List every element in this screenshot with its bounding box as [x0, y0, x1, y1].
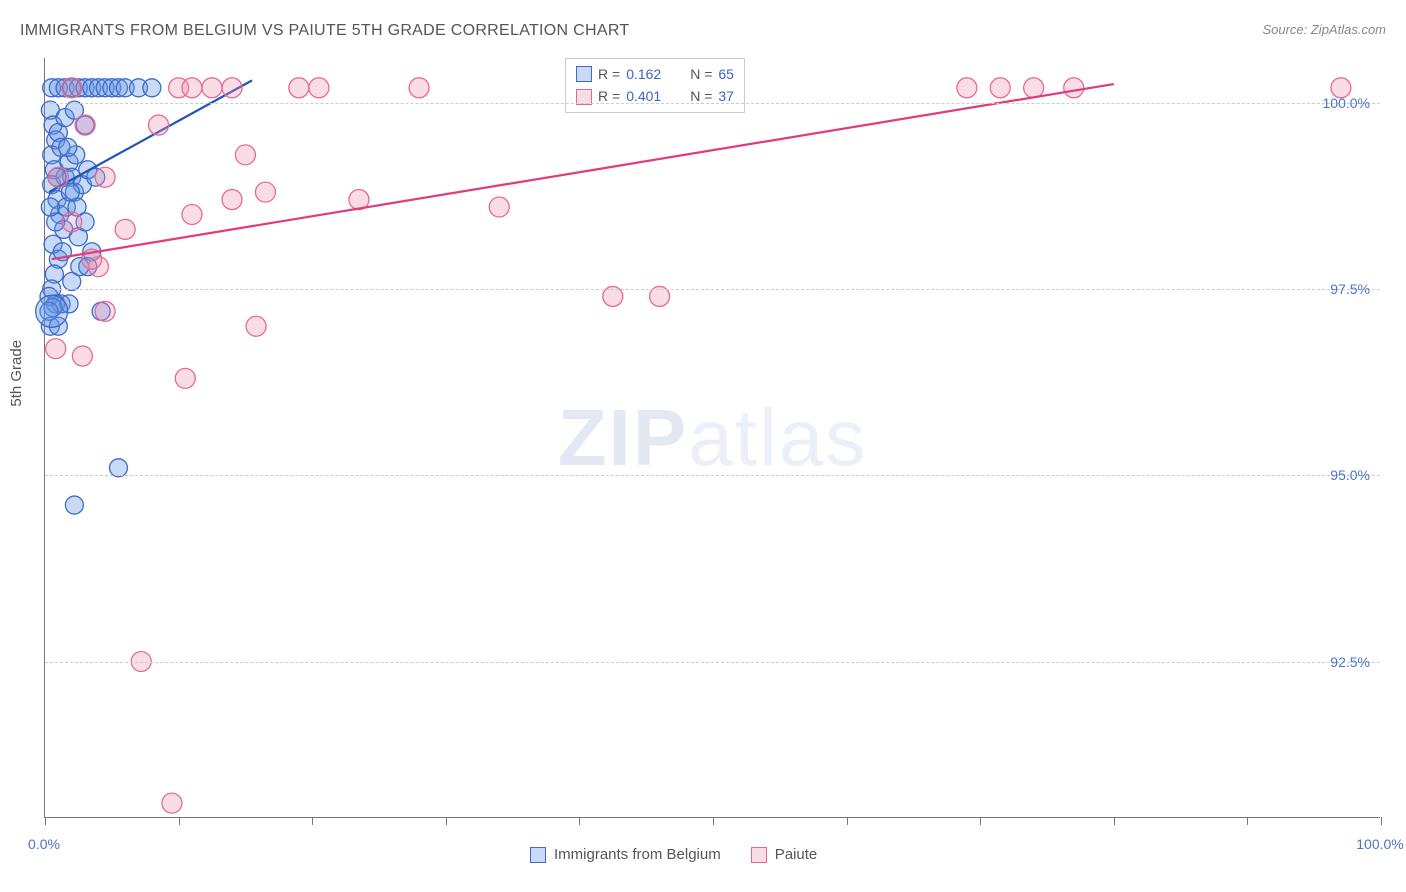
scatter-point	[289, 78, 309, 98]
legend-row: R = 0.162 N = 65	[576, 63, 734, 85]
x-tick	[980, 817, 981, 825]
scatter-point	[409, 78, 429, 98]
x-tick	[579, 817, 580, 825]
legend-r-prefix: R =	[598, 63, 620, 85]
scatter-point	[75, 115, 95, 135]
x-tick	[713, 817, 714, 825]
x-tick	[446, 817, 447, 825]
legend-n-value: 37	[718, 85, 734, 107]
legend-n-prefix: N =	[690, 63, 712, 85]
legend-item: Immigrants from Belgium	[530, 846, 721, 863]
legend-swatch	[576, 66, 592, 82]
scatter-point	[72, 346, 92, 366]
x-tick	[312, 817, 313, 825]
correlation-chart: IMMIGRANTS FROM BELGIUM VS PAIUTE 5TH GR…	[0, 0, 1406, 892]
scatter-point	[175, 368, 195, 388]
scatter-point	[1064, 78, 1084, 98]
y-tick-label: 95.0%	[1330, 467, 1370, 483]
scatter-point	[149, 115, 169, 135]
scatter-point	[182, 78, 202, 98]
scatter-point	[65, 496, 83, 514]
scatter-point	[222, 190, 242, 210]
plot-area: ZIPatlas R =0.162N =65R =0.401N =37 92.5…	[44, 58, 1380, 818]
legend-r-value: 0.401	[626, 85, 676, 107]
legend-swatch	[751, 847, 767, 863]
source-label: Source: ZipAtlas.com	[1262, 22, 1386, 37]
scatter-point	[202, 78, 222, 98]
scatter-point	[1024, 78, 1044, 98]
scatter-point	[109, 459, 127, 477]
scatter-point	[46, 339, 66, 359]
scatter-point	[115, 219, 135, 239]
scatter-point	[143, 79, 161, 97]
x-tick	[45, 817, 46, 825]
gridline	[45, 103, 1380, 104]
scatter-point	[62, 78, 82, 98]
scatter-point	[489, 197, 509, 217]
legend-label: Paiute	[775, 846, 818, 863]
gridline	[45, 475, 1380, 476]
scatter-point	[182, 204, 202, 224]
scatter-point	[246, 316, 266, 336]
legend-swatch	[530, 847, 546, 863]
x-tick	[847, 817, 848, 825]
legend-n-value: 65	[718, 63, 734, 85]
legend-r-prefix: R =	[598, 85, 620, 107]
x-tick-label: 100.0%	[1356, 836, 1403, 852]
scatter-layer	[45, 58, 1381, 818]
scatter-point	[59, 138, 77, 156]
scatter-point	[222, 78, 242, 98]
scatter-point	[62, 212, 82, 232]
scatter-point	[41, 198, 59, 216]
scatter-point	[48, 167, 68, 187]
scatter-point	[309, 78, 329, 98]
x-tick	[1114, 817, 1115, 825]
legend-row: R = 0.401 N = 37	[576, 85, 734, 107]
legend-bottom: Immigrants from Belgium Paiute	[530, 846, 817, 863]
legend-n-prefix: N =	[690, 85, 712, 107]
scatter-point	[36, 295, 68, 327]
legend-r-value: 0.162	[626, 63, 676, 85]
scatter-point	[95, 167, 115, 187]
y-tick-label: 100.0%	[1323, 95, 1370, 111]
x-tick-label: 0.0%	[28, 836, 60, 852]
gridline	[45, 289, 1380, 290]
scatter-point	[235, 145, 255, 165]
scatter-point	[957, 78, 977, 98]
scatter-point	[95, 301, 115, 321]
legend-correlation-box: R = 0.162 N = 65 R = 0.401 N = 37	[565, 58, 745, 113]
y-axis-label: 5th Grade	[8, 340, 25, 407]
x-tick	[1381, 817, 1382, 825]
scatter-point	[162, 793, 182, 813]
gridline	[45, 662, 1380, 663]
legend-label: Immigrants from Belgium	[554, 846, 721, 863]
chart-title: IMMIGRANTS FROM BELGIUM VS PAIUTE 5TH GR…	[20, 22, 629, 40]
scatter-point	[990, 78, 1010, 98]
scatter-point	[255, 182, 275, 202]
y-tick-label: 92.5%	[1330, 654, 1370, 670]
x-tick	[1247, 817, 1248, 825]
y-tick-label: 97.5%	[1330, 281, 1370, 297]
x-tick	[179, 817, 180, 825]
legend-item: Paiute	[751, 846, 818, 863]
